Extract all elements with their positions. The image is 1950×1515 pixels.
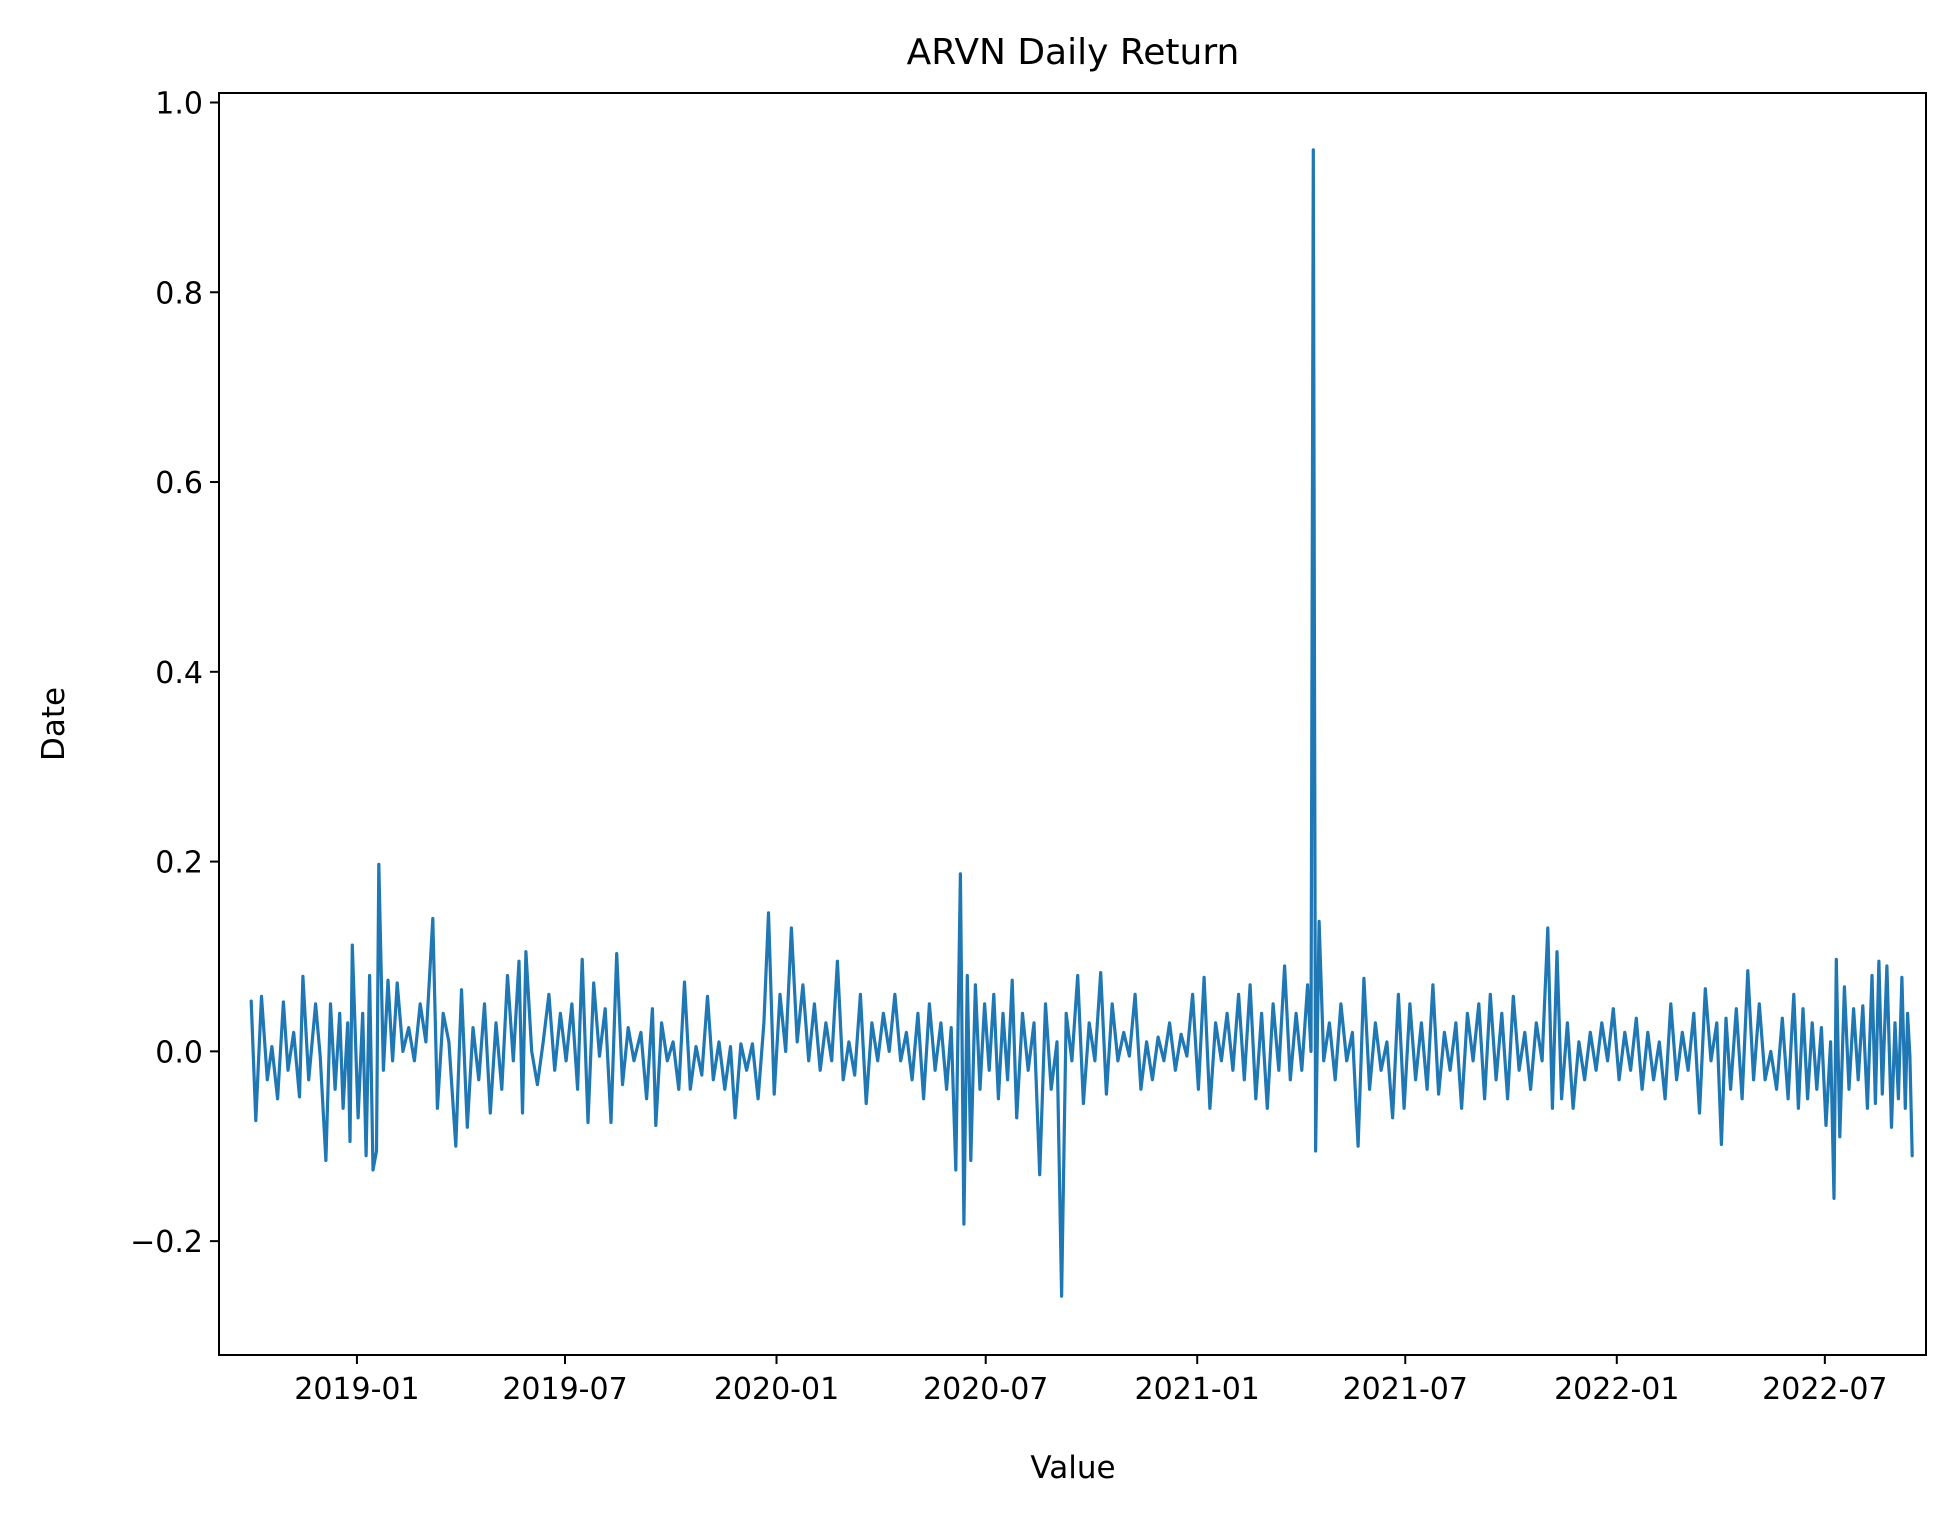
chart-title: ARVN Daily Return <box>907 32 1240 73</box>
y-tick-label: −0.2 <box>130 1225 203 1260</box>
y-tick-label: 0.0 <box>155 1035 203 1070</box>
x-tick-label: 2021-07 <box>1343 1372 1468 1407</box>
y-axis-label: Date <box>36 687 72 761</box>
x-tick-label: 2021-01 <box>1135 1372 1260 1407</box>
x-tick-label: 2022-01 <box>1554 1372 1679 1407</box>
x-tick-label: 2020-01 <box>714 1372 839 1407</box>
y-tick-label: 1.0 <box>155 86 203 121</box>
y-tick-label: 0.2 <box>155 846 203 881</box>
x-tick-label: 2019-01 <box>294 1372 419 1407</box>
plot-area-frame <box>218 92 1927 1356</box>
y-axis-ticks: 1.0 0.8 0.6 0.4 0.2 0.0 −0.2 <box>130 86 219 1260</box>
x-axis-ticks: 2019-01 2019-07 2020-01 2020-07 2021-01 2021-… <box>294 1355 1888 1407</box>
x-tick-label: 2020-07 <box>923 1372 1048 1407</box>
x-tick-label: 2022-07 <box>1762 1372 1887 1407</box>
y-tick-label: 0.4 <box>155 656 203 691</box>
series-line-0 <box>249 148 1914 1298</box>
series-layer <box>249 148 1914 1298</box>
x-axis-label: Value <box>1030 1450 1115 1486</box>
y-tick-label: 0.6 <box>155 466 203 501</box>
x-tick-label: 2019-07 <box>502 1372 627 1407</box>
y-tick-label: 0.8 <box>155 276 203 311</box>
